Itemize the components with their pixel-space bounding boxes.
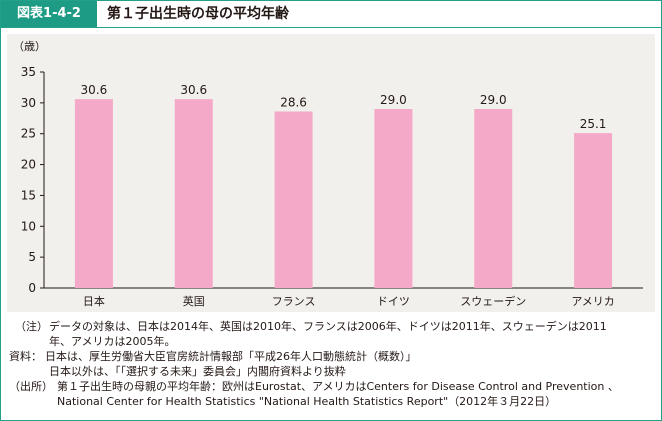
y-axis-label: （歳） xyxy=(13,40,46,53)
note-row: （出所） 第１子出生時の母親の平均年齢：欧州はEurostat、アメリカはCen… xyxy=(9,379,655,394)
bar-value-label: 28.6 xyxy=(280,95,307,109)
x-tick-label: ドイツ xyxy=(377,295,410,308)
y-tick-label: 25 xyxy=(21,127,36,141)
note-prefix: 資料： xyxy=(9,350,42,363)
y-tick-label: 10 xyxy=(21,219,36,233)
x-tick-label: フランス xyxy=(272,295,316,308)
bar-value-label: 29.0 xyxy=(480,93,507,107)
bar xyxy=(274,111,313,288)
figure-header: 図表1-4-2 第１子出生時の母の平均年齢 xyxy=(1,1,661,28)
chart-area: （歳） 0 5 10 15 20 25 30 35 30.6 日本 30.6 英国 28.6 フランス 29.… xyxy=(7,34,655,312)
y-tick-label: 5 xyxy=(28,250,36,264)
x-tick-label: 日本 xyxy=(83,294,105,308)
x-tick-label: アメリカ xyxy=(571,295,614,308)
y-tick-label: 15 xyxy=(21,188,36,202)
bar-value-label: 30.6 xyxy=(180,83,207,97)
note-text: データの対象は、日本は2014年、英国は2010年、フランスは2006年、ドイツ… xyxy=(49,320,607,333)
y-tick-label: 0 xyxy=(28,281,36,295)
bar-value-label: 25.1 xyxy=(580,117,607,131)
note-text: 日本は、厚生労働省大臣官房統計情報部「平成26年人口動態統計（概数）」 xyxy=(45,350,417,363)
figure-title: 第１子出生時の母の平均年齢 xyxy=(107,6,289,22)
x-tick-label: スウェーデン xyxy=(460,294,526,308)
note-row: 資料： 日本は、厚生労働省大臣官房統計情報部「平成26年人口動態統計（概数）」 xyxy=(9,349,655,364)
bar xyxy=(174,99,213,288)
note-text: 日本以外は、「「選択する未来」委員会」内閣府資料より抜粋 xyxy=(49,365,346,378)
note-row: National Center for Health Statistics "N… xyxy=(15,394,655,409)
note-row: 年、アメリカは2005年。 xyxy=(15,334,655,349)
bar xyxy=(574,133,613,288)
note-prefix: （出所） xyxy=(9,380,53,393)
note-text: National Center for Health Statistics "N… xyxy=(57,395,557,408)
figure-label: 図表1-4-2 xyxy=(1,1,97,27)
bar xyxy=(474,109,513,289)
y-tick-label: 30 xyxy=(21,96,36,110)
notes-section: （注） データの対象は、日本は2014年、英国は2010年、フランスは2006年… xyxy=(9,319,655,409)
y-tick-label: 35 xyxy=(21,65,36,79)
bar-value-label: 29.0 xyxy=(380,93,407,107)
note-row: （注） データの対象は、日本は2014年、英国は2010年、フランスは2006年… xyxy=(15,319,655,334)
bar-value-label: 30.6 xyxy=(81,83,108,97)
note-prefix: （注） xyxy=(15,320,48,333)
x-tick-label: 英国 xyxy=(183,294,205,308)
bar xyxy=(74,99,113,288)
bar xyxy=(374,109,413,289)
note-row: 日本以外は、「「選択する未来」委員会」内閣府資料より抜粋 xyxy=(15,364,655,379)
y-tick-label: 20 xyxy=(21,158,36,172)
note-text: 第１子出生時の母親の平均年齢：欧州はEurostat、アメリカはCenters … xyxy=(57,380,619,393)
note-text: 年、アメリカは2005年。 xyxy=(49,335,176,348)
bar-chart: （歳） 0 5 10 15 20 25 30 35 30.6 日本 30.6 英国 28.6 フランス 29.… xyxy=(13,40,643,308)
